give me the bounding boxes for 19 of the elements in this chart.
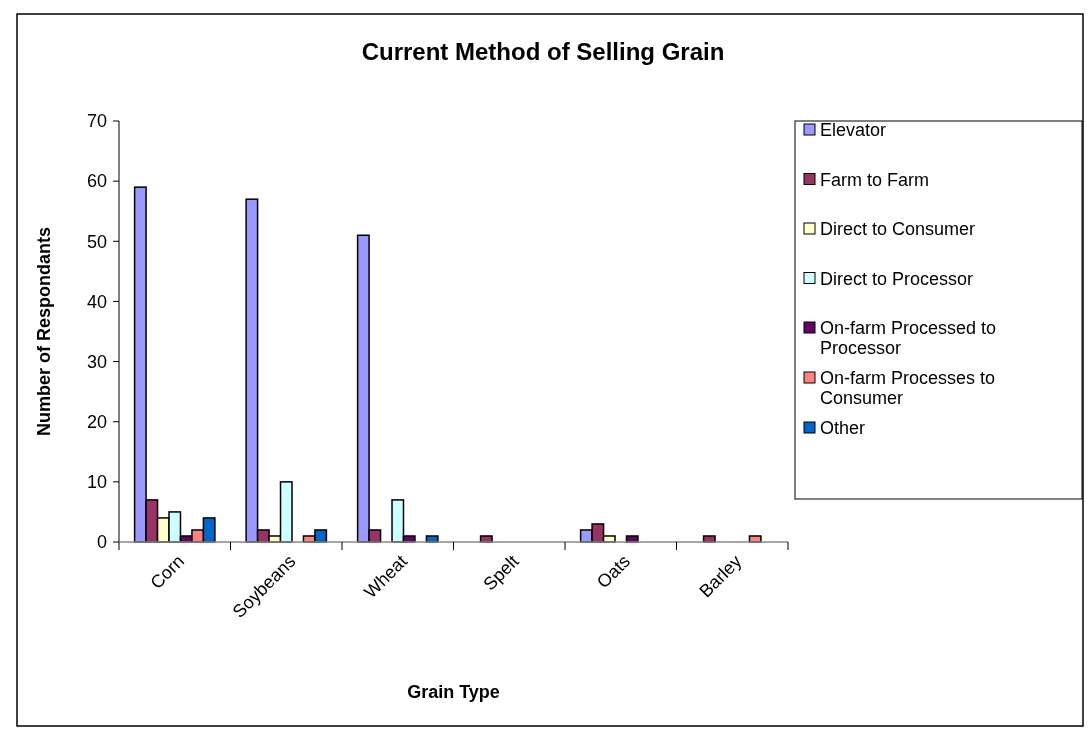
y-tick-label: 70	[86, 111, 107, 132]
chart-title: Current Method of Selling Grain	[361, 38, 725, 65]
legend-label: On-farm Processes to Consumer	[820, 368, 996, 408]
y-tick-label: 10	[86, 472, 107, 493]
legend-label: Other	[820, 418, 866, 438]
x-axis-title: Grain Type	[407, 682, 500, 702]
y-tick-label: 40	[86, 291, 107, 312]
legend-label: Direct to Consumer	[820, 219, 976, 239]
legend-label: Direct to Processor	[820, 268, 974, 289]
y-axis-title: Number of Respondants	[34, 226, 54, 437]
legend-label: Farm to Farm	[820, 169, 930, 190]
y-tick-label: 50	[86, 231, 107, 252]
y-tick-label: 20	[86, 412, 107, 433]
legend-label: On-farm Processed to Processor	[820, 318, 997, 358]
y-tick-label: 0	[96, 532, 107, 553]
legend-label: Elevator	[820, 120, 887, 140]
y-tick-label: 30	[86, 351, 107, 372]
x-tick-label: Oats	[593, 551, 635, 593]
y-tick-label: 60	[86, 171, 107, 192]
